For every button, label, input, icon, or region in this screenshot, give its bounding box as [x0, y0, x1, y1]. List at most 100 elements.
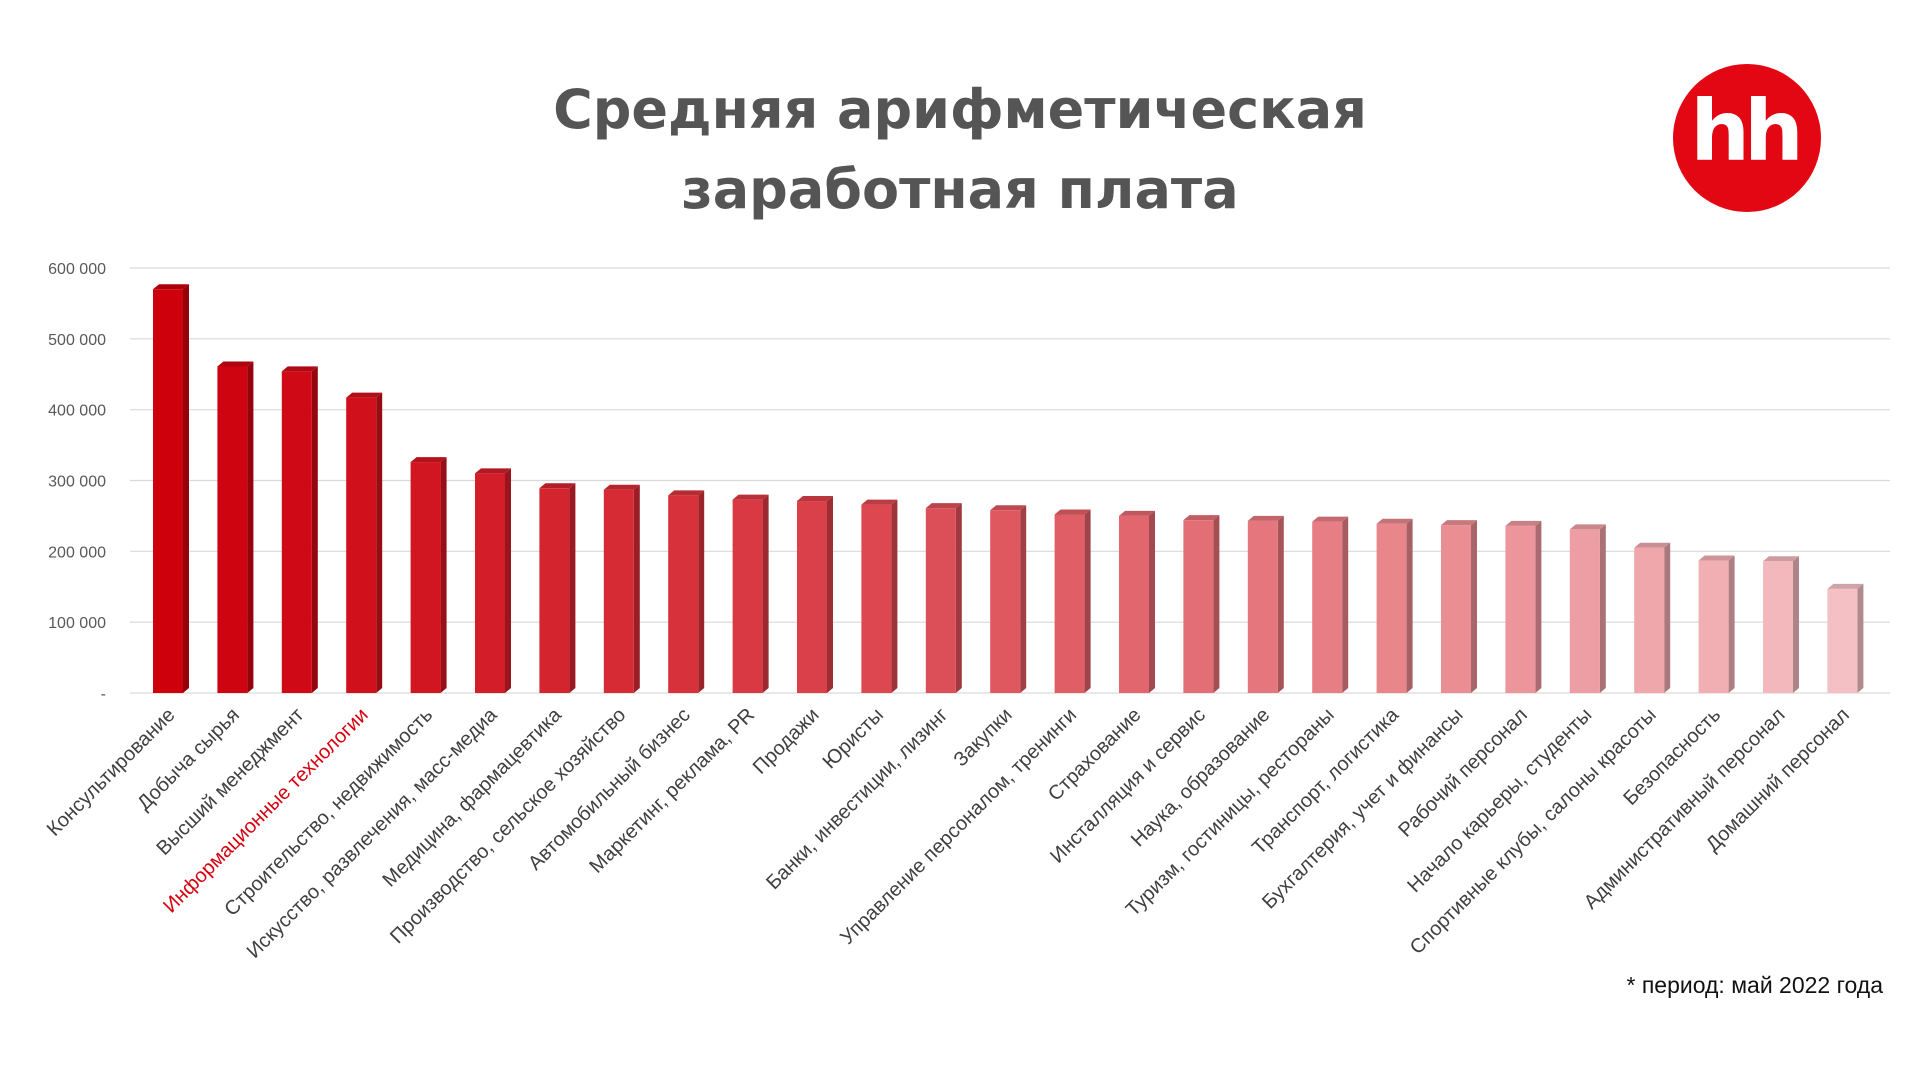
bar-top	[1054, 509, 1091, 515]
bar-side	[1728, 555, 1735, 693]
bar-top	[603, 484, 640, 490]
bar	[346, 392, 383, 693]
bar-top	[346, 392, 383, 398]
period-footnote: * период: май 2022 года	[1626, 972, 1884, 998]
bar-front	[1763, 561, 1793, 693]
bar-front	[1505, 525, 1536, 693]
bar-front	[1698, 560, 1729, 693]
bar-side	[1213, 515, 1220, 693]
bar-front	[475, 473, 505, 693]
bar-side	[698, 490, 705, 693]
bar-side	[827, 496, 833, 693]
bar-side	[376, 392, 383, 693]
bar-side	[955, 503, 962, 693]
bar	[1312, 516, 1349, 693]
bar-top	[1183, 515, 1220, 521]
bar	[1634, 542, 1671, 693]
y-tick-label: 500 000	[48, 332, 106, 349]
bar-top	[1634, 542, 1671, 548]
bar-side	[440, 457, 447, 693]
bar-front	[668, 495, 699, 693]
hh-logo-text: hh	[1690, 82, 1804, 180]
y-tick-label: 300 000	[48, 474, 106, 491]
bar-front	[990, 510, 1021, 693]
bar	[797, 496, 833, 693]
bar	[668, 490, 705, 693]
bar-top	[861, 499, 898, 505]
bar-front	[1634, 547, 1665, 693]
bar-side	[1599, 524, 1606, 693]
bar-side	[1857, 583, 1864, 693]
bar	[1376, 518, 1413, 693]
bar	[475, 468, 511, 693]
bar-side	[762, 494, 769, 693]
bar	[281, 366, 318, 693]
bar-top	[1763, 556, 1799, 562]
bar-front	[1119, 515, 1149, 693]
bar-front	[1312, 521, 1343, 693]
bar-side	[1535, 520, 1542, 693]
bar-top	[668, 490, 705, 496]
bar	[1827, 583, 1864, 693]
y-tick-label: 400 000	[48, 403, 106, 420]
bar-front	[346, 397, 377, 693]
bar	[410, 457, 447, 693]
bar-side	[569, 483, 576, 693]
bar-top	[1569, 524, 1606, 530]
bar-front	[861, 504, 892, 693]
bar	[1054, 509, 1091, 693]
x-category-label: Управление персоналом, тренинги	[836, 704, 1081, 949]
bar	[990, 505, 1027, 693]
bar-front	[1827, 588, 1858, 693]
bar	[1505, 520, 1542, 693]
bar-top	[1441, 520, 1477, 526]
bar	[217, 361, 254, 693]
bar-side	[505, 468, 511, 693]
bar-side	[311, 366, 318, 693]
bar-side	[1471, 520, 1477, 693]
bar-front	[410, 462, 441, 693]
bar-side	[891, 499, 898, 693]
y-tick-label: 600 000	[48, 261, 106, 278]
bar-front	[732, 499, 763, 693]
bar	[1698, 555, 1735, 693]
y-axis-ticks: - 100 000 200 000 300 000 400 000 500 000 600 …	[48, 261, 106, 703]
bar	[1247, 515, 1284, 693]
bar	[539, 483, 576, 693]
bar-top	[539, 483, 576, 489]
x-category-label: Производство, сельское хозяйство	[386, 704, 630, 948]
bar-top	[732, 494, 769, 500]
bar-top	[281, 366, 318, 372]
x-category-label: Закупки	[950, 704, 1017, 771]
bar	[861, 499, 898, 693]
bar-front	[153, 289, 183, 693]
bar	[1763, 556, 1799, 693]
bar-side	[1149, 510, 1155, 693]
bar	[1441, 520, 1477, 693]
bar-top	[1505, 520, 1542, 526]
bar-front	[1376, 523, 1407, 693]
bar-top	[1376, 518, 1413, 524]
bar-side	[1342, 516, 1349, 693]
chart-title: Средняя арифметическая заработная плата	[440, 70, 1480, 230]
bar-top	[925, 503, 962, 509]
bar-side	[1793, 556, 1799, 693]
hh-logo: hh	[1673, 64, 1821, 212]
bar-top	[1247, 515, 1284, 521]
bar-side	[183, 284, 189, 693]
bar	[603, 484, 640, 693]
bar-top	[153, 284, 189, 290]
bar-front	[1054, 514, 1085, 693]
y-tick-label: 200 000	[48, 544, 106, 561]
bar-front	[1441, 525, 1471, 693]
bar-side	[1084, 509, 1091, 693]
bar	[153, 284, 189, 693]
bar-front	[797, 501, 827, 693]
y-tick-label: 100 000	[48, 615, 106, 632]
bar-front	[925, 508, 956, 693]
bar-top	[1698, 555, 1735, 561]
bar-side	[1664, 542, 1671, 693]
bar-top	[475, 468, 511, 474]
